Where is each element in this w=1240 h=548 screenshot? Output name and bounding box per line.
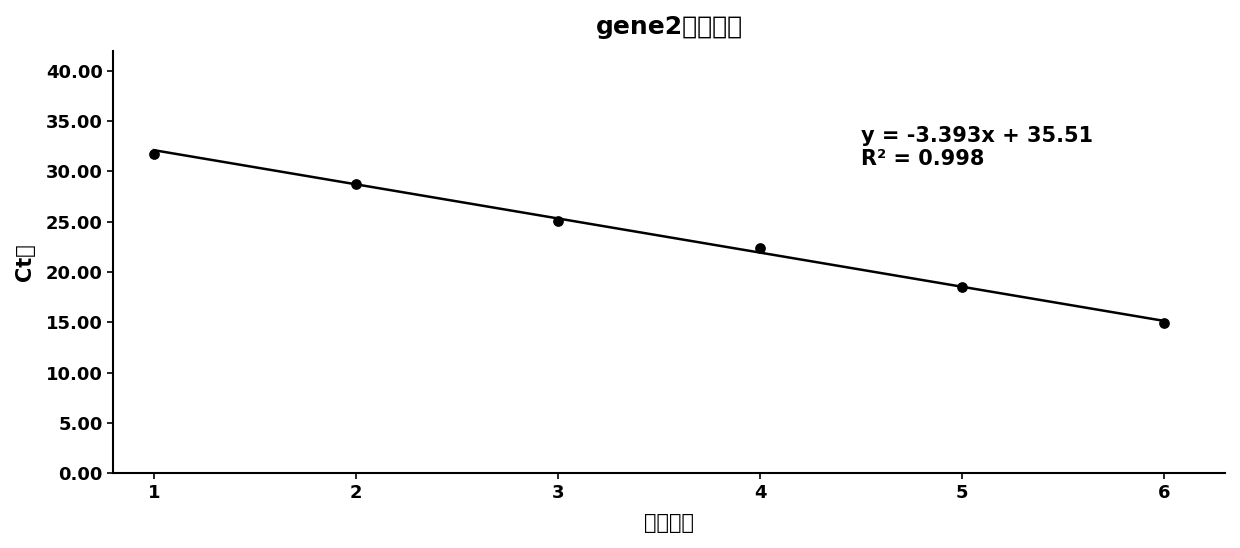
Point	[750, 243, 770, 252]
Point	[144, 150, 164, 158]
Title: gene2基因引物: gene2基因引物	[595, 15, 743, 39]
Point	[952, 282, 972, 291]
X-axis label: 浓度梯度: 浓度梯度	[645, 513, 694, 533]
Text: y = -3.393x + 35.51
R² = 0.998: y = -3.393x + 35.51 R² = 0.998	[862, 126, 1094, 169]
Point	[548, 216, 568, 225]
Y-axis label: Ct値: Ct値	[15, 243, 35, 281]
Point	[1154, 319, 1174, 328]
Point	[346, 180, 366, 189]
